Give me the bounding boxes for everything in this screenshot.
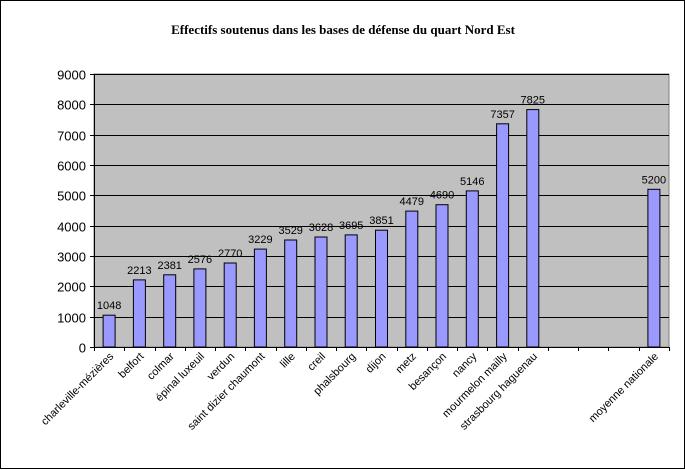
y-tick-label: 8000 <box>57 98 86 113</box>
bar <box>314 236 328 348</box>
data-label: 3695 <box>339 220 363 232</box>
bar <box>284 239 298 348</box>
bar <box>496 123 510 348</box>
data-label: 3529 <box>278 225 302 237</box>
data-label: 5200 <box>642 174 666 186</box>
bar <box>344 234 358 348</box>
bar <box>223 262 237 348</box>
data-label: 5146 <box>460 176 484 188</box>
data-label: 2576 <box>188 254 212 266</box>
y-tick-label: 5000 <box>57 189 86 204</box>
data-label: 3628 <box>309 222 333 234</box>
x-tick-label: moyenne nationale <box>587 351 661 425</box>
bar <box>253 248 267 348</box>
x-tick-label: charleville-mézières <box>39 350 117 428</box>
data-label: 4690 <box>430 190 454 202</box>
y-tick-label: 6000 <box>57 159 86 174</box>
data-label: 2213 <box>127 265 151 277</box>
bar <box>102 314 116 348</box>
chart-title: Effectifs soutenus dans les bases de déf… <box>171 22 515 37</box>
y-tick-label: 0 <box>79 341 86 356</box>
x-tick-label: belfort <box>116 351 146 381</box>
bar <box>193 268 207 348</box>
bar <box>375 229 388 348</box>
data-label: 4479 <box>400 196 424 208</box>
data-label: 3851 <box>369 215 393 227</box>
x-tick-label: metz <box>394 351 419 376</box>
data-label: 3229 <box>248 234 272 246</box>
x-tick-label: dijon <box>364 351 389 376</box>
data-label: 2770 <box>218 248 242 260</box>
y-tick-label: 2000 <box>57 280 86 295</box>
data-label: 7825 <box>521 95 545 107</box>
x-tick-label: lille <box>278 351 298 371</box>
bar <box>132 279 146 348</box>
bar <box>163 274 177 348</box>
x-tick-label: creil <box>305 351 328 374</box>
data-label: 2381 <box>157 260 181 272</box>
bar <box>465 190 479 348</box>
y-tick-label: 3000 <box>57 250 86 265</box>
y-tick-label: 1000 <box>57 311 86 326</box>
bar <box>526 109 540 348</box>
y-tick-label: 9000 <box>57 68 86 83</box>
y-tick-label: 7000 <box>57 129 86 144</box>
bar <box>435 204 449 348</box>
y-tick-label: 4000 <box>57 220 86 235</box>
data-label: 7357 <box>490 109 514 121</box>
bar <box>647 188 661 348</box>
bar <box>405 210 419 348</box>
data-label: 1048 <box>97 300 121 312</box>
